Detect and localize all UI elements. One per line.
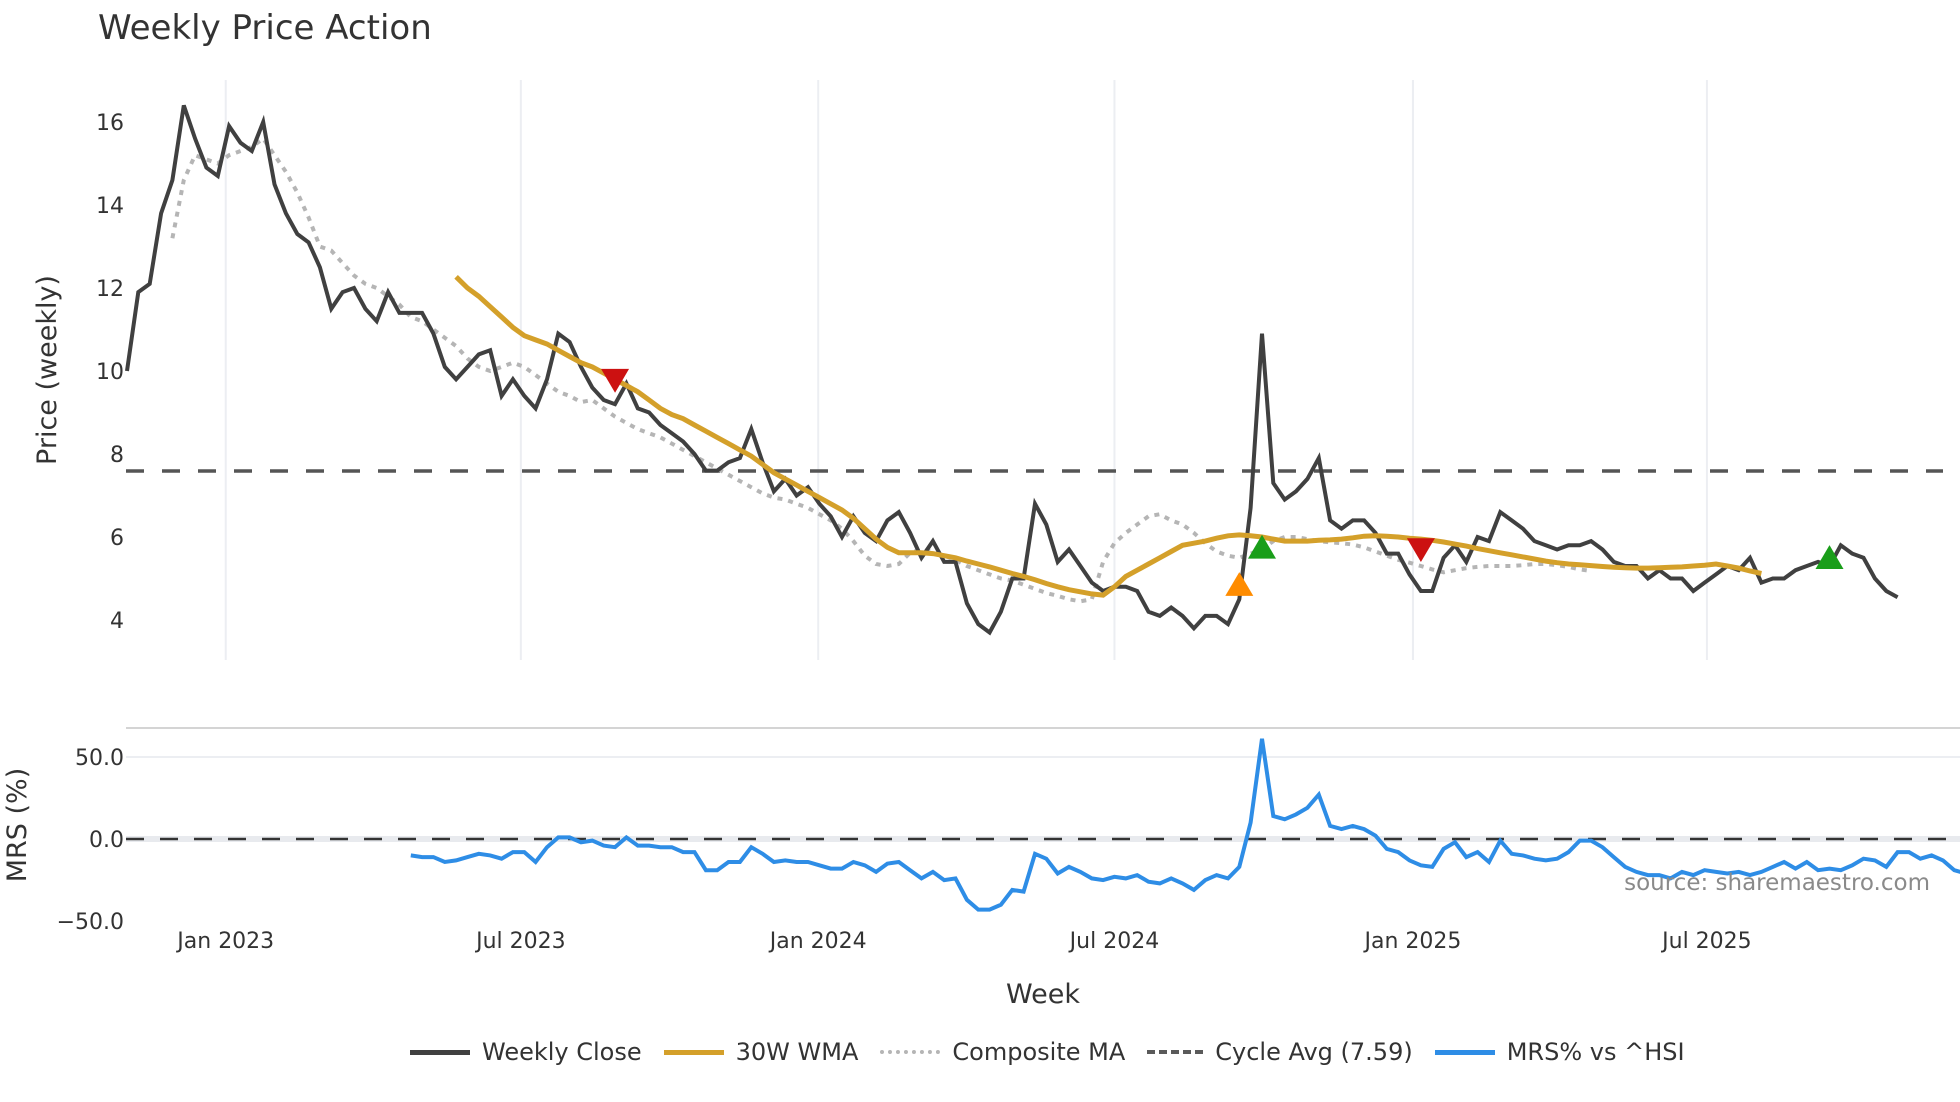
x-tick-label: Jul 2023 xyxy=(474,929,566,954)
legend-label: 30W WMA xyxy=(735,1038,859,1066)
price-y-tick-label: 16 xyxy=(96,111,124,136)
source-watermark: source: sharemaestro.com xyxy=(1624,870,1930,896)
legend-item-cycle-avg[interactable]: Cycle Avg (7.59) xyxy=(1147,1038,1413,1066)
price-y-tick-label: 8 xyxy=(110,443,124,468)
solid-line-icon xyxy=(1434,1049,1495,1055)
legend-label: Composite MA xyxy=(952,1038,1126,1066)
composite-ma-line xyxy=(170,135,1592,604)
chart-title: Weekly Price Action xyxy=(98,8,432,48)
price-y-axis-title: Price (weekly) xyxy=(32,275,63,465)
legend-item-mrs[interactable]: MRS% vs ^HSI xyxy=(1434,1038,1685,1066)
axis-ticks: Jan 2023 Jul 2023 Jan 2024 Jul 2024 Jan 2025… xyxy=(57,111,1752,954)
wma-30w-line xyxy=(454,275,1762,598)
mrs-y-tick-label: −50.0 xyxy=(57,910,124,935)
buy-signal-triangle-up-icon xyxy=(1225,572,1254,596)
x-tick-label: Jul 2024 xyxy=(1068,929,1160,954)
x-tick-label: Jan 2025 xyxy=(1363,929,1462,954)
sell-signal-triangle-down-icon xyxy=(1406,538,1435,563)
mrs-y-tick-label: 50.0 xyxy=(75,746,124,771)
sell-signal-triangle-down-icon xyxy=(601,368,630,393)
signal-markers xyxy=(601,368,1844,596)
dashed-line-icon xyxy=(1147,1050,1204,1054)
buy-signal-triangle-up-icon xyxy=(1248,534,1276,559)
x-tick-label: Jan 2024 xyxy=(768,929,867,954)
price-y-tick-label: 10 xyxy=(96,360,124,385)
mrs-y-axis-title: MRS (%) xyxy=(2,768,33,883)
buy-signal-triangle-up-icon xyxy=(1815,545,1844,569)
price-y-tick-label: 14 xyxy=(96,194,124,219)
x-axis-title: Week xyxy=(1006,979,1080,1010)
solid-line-icon xyxy=(663,1049,724,1055)
legend-label: MRS% vs ^HSI xyxy=(1506,1038,1685,1066)
x-tick-label: Jul 2025 xyxy=(1660,929,1752,954)
legend: Weekly Close 30W WMA Composite MA Cycle … xyxy=(410,1034,1707,1070)
price-y-tick-label: 12 xyxy=(96,277,124,302)
legend-item-30w-wma[interactable]: 30W WMA xyxy=(663,1038,859,1066)
x-tick-label: Jan 2023 xyxy=(175,929,274,954)
price-y-tick-label: 6 xyxy=(110,526,124,551)
legend-item-weekly-close[interactable]: Weekly Close xyxy=(410,1038,642,1066)
legend-label: Weekly Close xyxy=(482,1038,642,1066)
solid-line-icon xyxy=(410,1049,470,1055)
dotted-line-icon xyxy=(880,1050,941,1054)
weekly-close-line xyxy=(125,104,1899,636)
mrs-y-tick-label: 0.0 xyxy=(89,828,124,853)
price-y-tick-label: 4 xyxy=(110,609,124,634)
mrs-line xyxy=(410,738,1960,912)
legend-label: Cycle Avg (7.59) xyxy=(1215,1038,1413,1066)
legend-item-composite-ma[interactable]: Composite MA xyxy=(880,1038,1125,1066)
